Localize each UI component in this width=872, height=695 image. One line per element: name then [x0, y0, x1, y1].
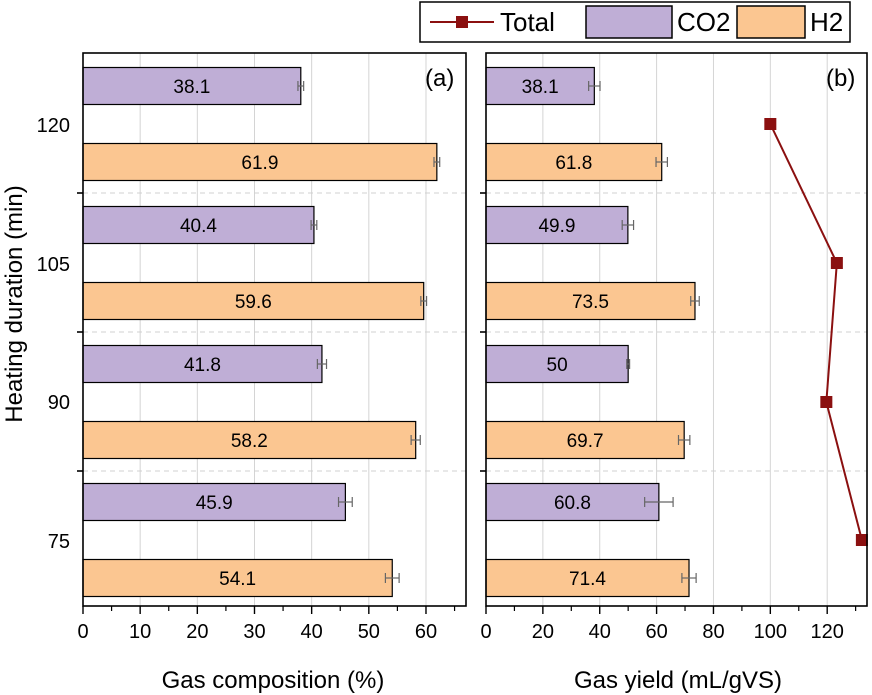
y-tick-label-75: 75 [48, 531, 70, 553]
legend-co2-label: CO2 [677, 7, 730, 37]
panel-b-x-tick-label: 100 [754, 621, 787, 643]
panel-a-errorbar-co2-90 [316, 359, 328, 369]
panel-b-errorbar-h2-90 [677, 435, 691, 445]
panel-a-errorbar-h2-75 [384, 573, 400, 583]
panel-b-bar-co2-75 [485, 482, 660, 522]
panel-a-bar-label-co2-105: 40.4 [180, 216, 217, 237]
legend-h2-label: H2 [810, 7, 843, 37]
panel-b-bar-co2-90 [485, 344, 629, 384]
panel-a-bar-co2-75 [82, 482, 346, 522]
panel-a-bar-h2-90 [82, 420, 417, 460]
panel-b-yield: 38.1 49.9 50 60.8 61.8 73.5 69.7 71.4 0 20 40 60 80 1… [480, 52, 868, 643]
panel-a-x-tick-label: 20 [186, 621, 208, 643]
y-tick-label-105: 105 [37, 254, 70, 276]
panel-a-bar-label-h2-105: 59.6 [235, 292, 272, 313]
legend-total-label: Total [500, 7, 555, 37]
y-axis-title: Heating duration (min) [1, 185, 28, 422]
panel-b-total-marker-105 [830, 257, 843, 269]
panel-b-x-tick-label: 20 [532, 621, 554, 643]
panel-b-bar-label-h2-75: 71.4 [569, 569, 606, 590]
panel-b-errorbar-h2-120 [655, 157, 669, 167]
panel-b-errorbar-h2-105 [690, 296, 700, 306]
panel-b-x-tick-label: 60 [645, 621, 667, 643]
legend-total-marker-icon [456, 16, 468, 28]
panel-b-x-axis-title: Gas yield (mL/gVS) [574, 667, 782, 694]
panel-b-x-tick-label: 0 [480, 621, 491, 643]
panel-a-bar-label-co2-90: 41.8 [184, 355, 221, 376]
y-tick-label-120: 120 [37, 115, 70, 137]
panel-a-x-tick-label: 50 [358, 621, 380, 643]
panel-a-composition: 38.1 40.4 41.8 45.9 61.9 59.6 58.2 54.1 0 10 20 30 4… [77, 52, 467, 643]
panel-a-errorbar-h2-90 [410, 435, 421, 445]
panel-a-x-tick-label: 10 [129, 621, 151, 643]
panel-b-bar-h2-120 [485, 142, 663, 182]
panel-b-bar-label-co2-120: 38.1 [522, 77, 559, 98]
panel-a-errorbar-co2-105 [310, 220, 318, 230]
panel-b-errorbar-h2-75 [681, 573, 697, 583]
panel-a-x-tick-label: 0 [77, 621, 88, 643]
panel-a-bar-label-co2-120: 38.1 [173, 77, 210, 98]
panel-b-bar-h2-75 [485, 558, 690, 598]
panel-b-bar-label-h2-105: 73.5 [572, 292, 609, 313]
panel-a-bar-label-co2-75: 45.9 [196, 493, 233, 514]
panel-b-frame [485, 52, 868, 607]
panel-a-errorbar-h2-105 [420, 296, 428, 306]
panel-a-tag: (a) [425, 65, 454, 92]
panel-b-bar-label-co2-75: 60.8 [554, 493, 591, 514]
panel-a-x-axis-title: Gas composition (%) [162, 667, 385, 694]
legend-co2-swatch [585, 5, 673, 39]
panel-b-x-tick-label: 80 [702, 621, 724, 643]
panel-b-bar-co2-120 [485, 66, 595, 106]
y-tick-label-90: 90 [48, 392, 70, 414]
panel-b-total-marker-120 [764, 118, 777, 130]
panel-b-errorbar-co2-90 [626, 359, 631, 369]
panel-b-bar-label-co2-105: 49.9 [538, 216, 575, 237]
panel-a-x-tick-label: 30 [243, 621, 265, 643]
panel-a-errorbar-co2-75 [337, 497, 353, 507]
panel-a-x-tick-label: 40 [301, 621, 323, 643]
panel-a-errorbar-co2-120 [297, 81, 305, 91]
panel-b-bar-co2-105 [485, 205, 629, 245]
panel-b-bar-label-h2-120: 61.8 [555, 153, 592, 174]
panel-a-frame [82, 52, 467, 607]
legend: Total CO2 H2 [419, 1, 851, 43]
panel-b-total-marker-75 [855, 534, 868, 546]
y-tick-labels: 120 105 90 75 [37, 115, 70, 553]
panel-b-errorbar-co2-120 [588, 81, 601, 91]
panel-a-bar-h2-105 [82, 281, 425, 321]
panel-b-tag: (b) [826, 65, 855, 92]
panel-b-x-tick-label: 40 [589, 621, 611, 643]
panel-b-total-marker-90 [820, 396, 833, 408]
legend-h2-swatch [736, 5, 806, 39]
panel-a-bar-label-h2-75: 54.1 [219, 569, 256, 590]
panel-a-bar-label-h2-90: 58.2 [231, 431, 268, 452]
panel-a-x-tick-label: 60 [415, 621, 437, 643]
panel-b-total-line [769, 123, 863, 541]
panel-b-errorbar-co2-75 [644, 497, 674, 507]
panel-b-x-tick-label: 120 [811, 621, 844, 643]
panel-b-errorbar-co2-105 [621, 220, 635, 230]
panel-b-bar-label-co2-90: 50 [547, 355, 568, 376]
panel-b-bar-label-h2-90: 69.7 [567, 431, 604, 452]
panel-a-bar-label-h2-120: 61.9 [241, 153, 278, 174]
panel-a-errorbar-h2-120 [433, 157, 441, 167]
